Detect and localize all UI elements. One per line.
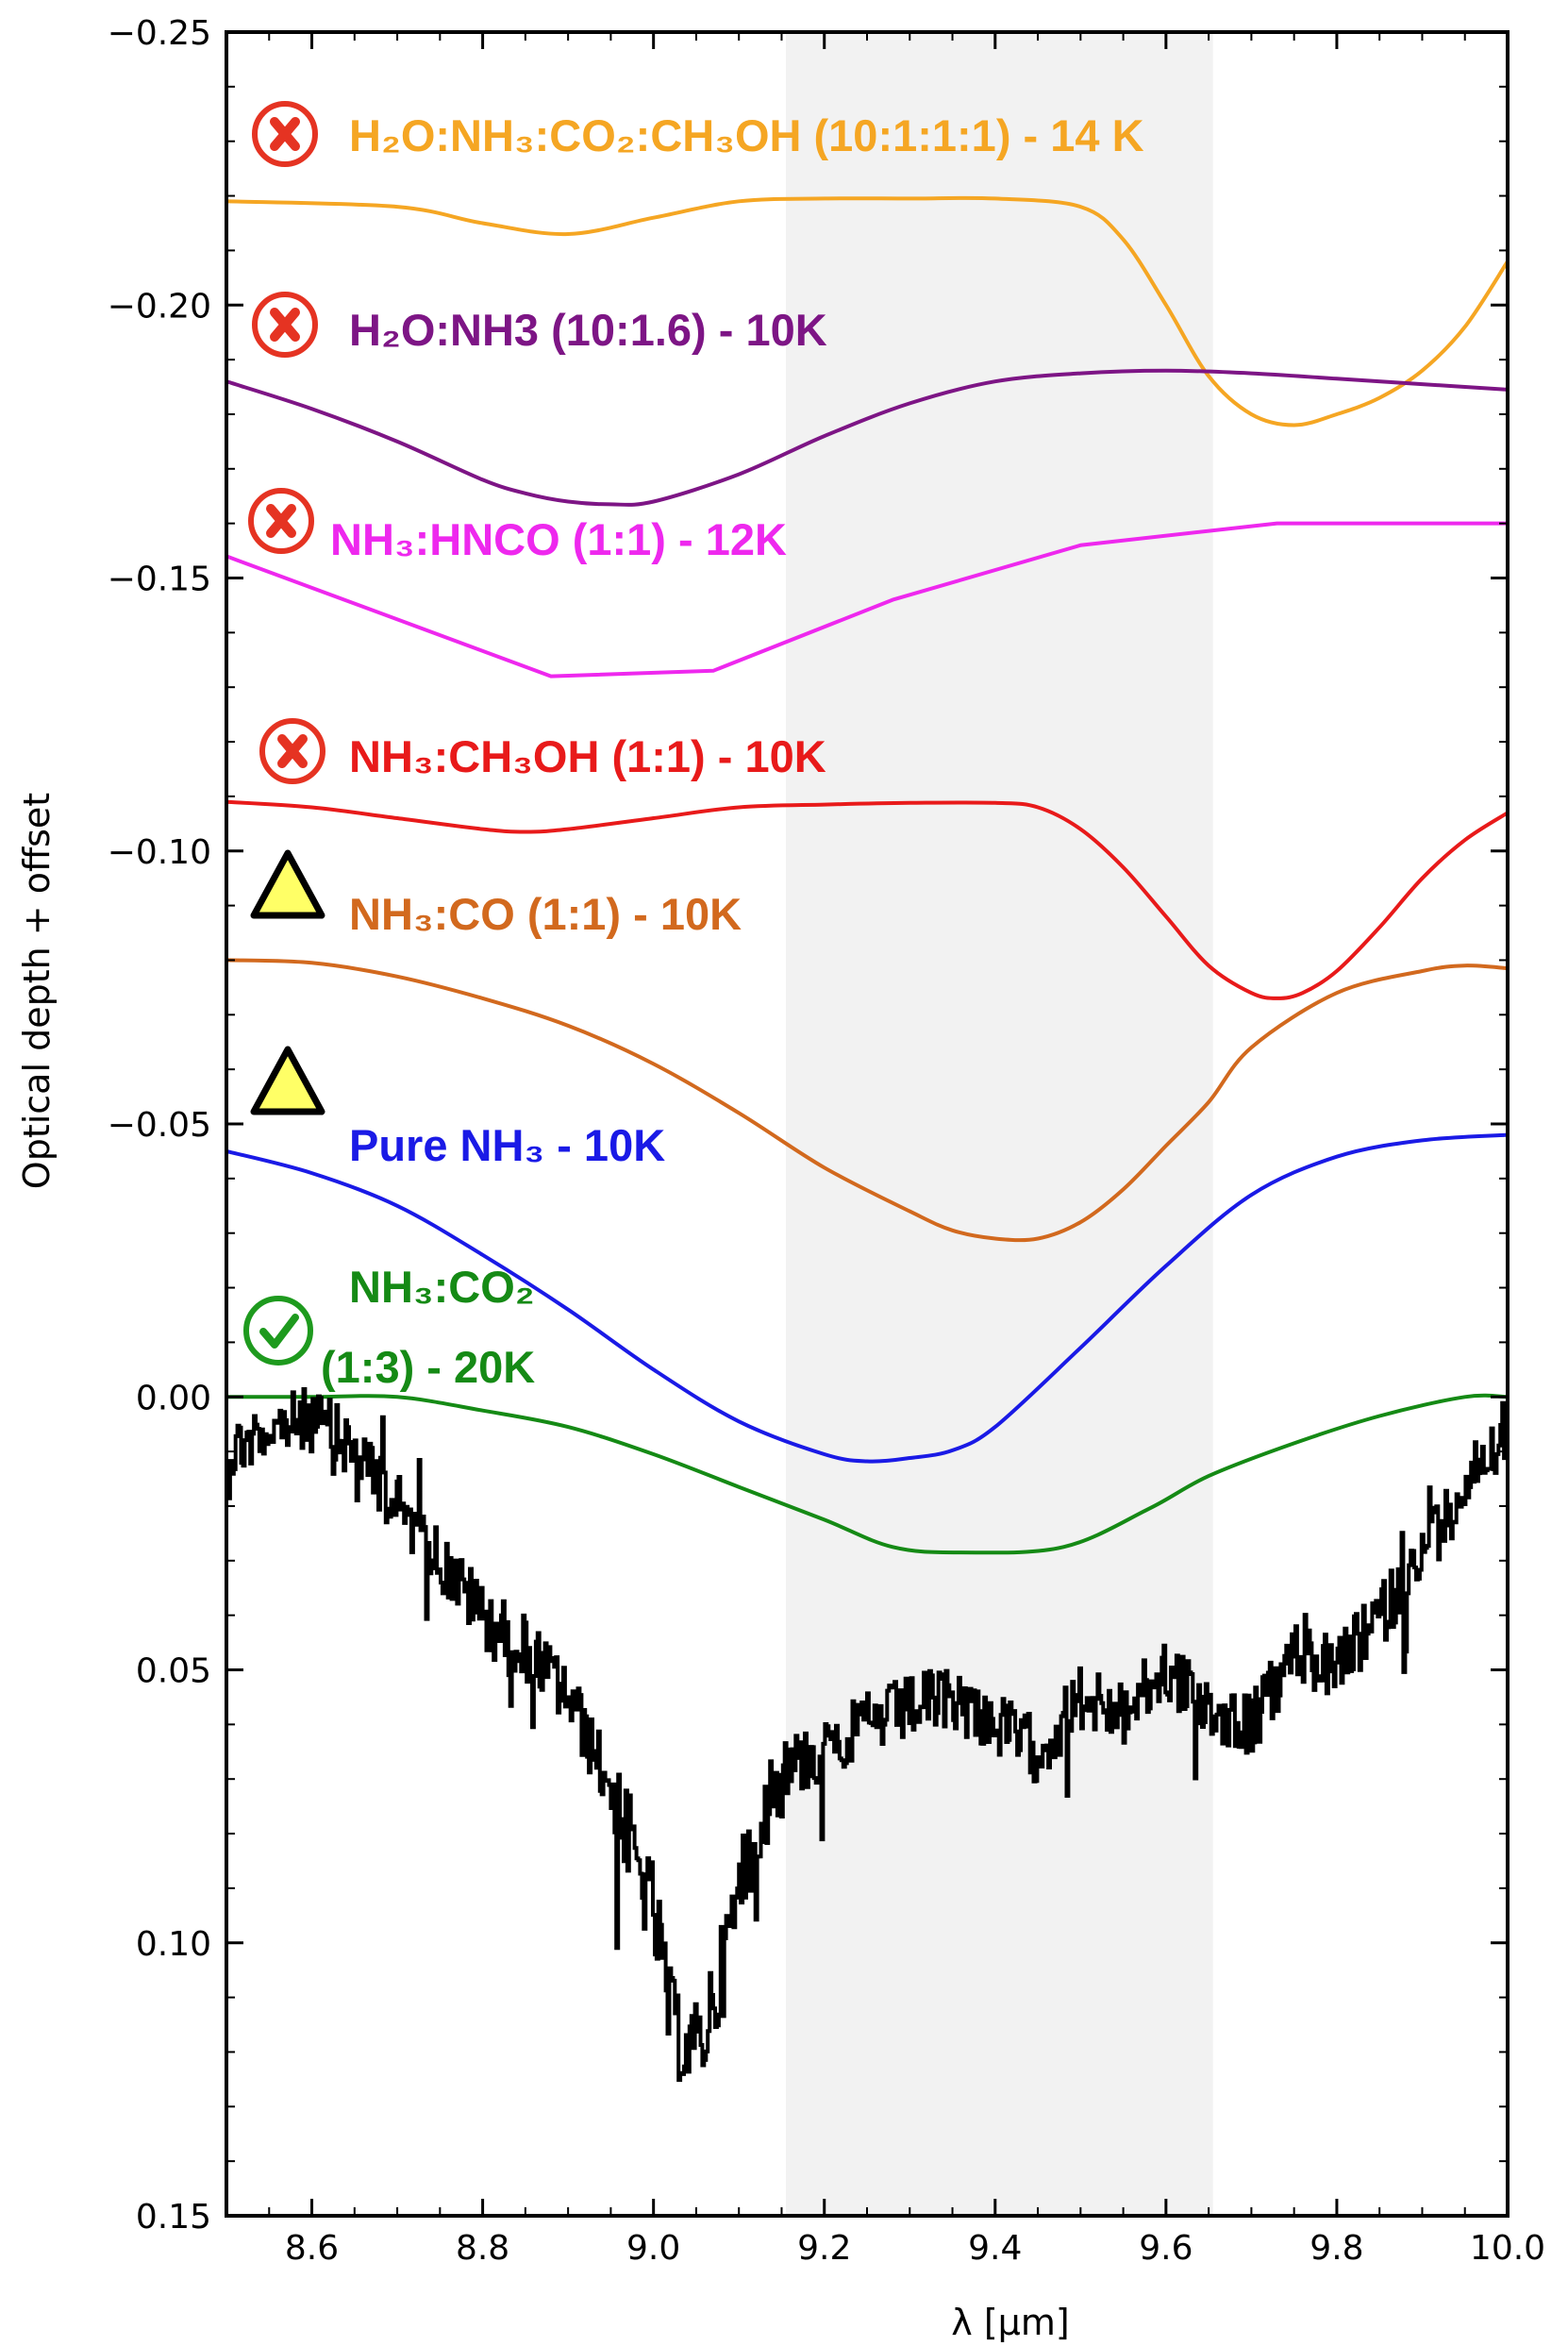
observed-spectrum-line — [226, 1387, 1508, 2083]
check-icon-ring — [243, 1296, 313, 1366]
series-line-4 — [226, 958, 1508, 1243]
y-tick-label: 0.15 — [136, 2198, 211, 2237]
x-tick-label: 9.8 — [1309, 2229, 1363, 2268]
y-tick-label: −0.25 — [108, 14, 211, 53]
y-tick-label: 0.05 — [136, 1652, 211, 1691]
y-tick-label: −0.05 — [108, 1106, 211, 1145]
series-label-5: Pure NH₃ - 10K — [349, 1120, 665, 1170]
cross-icon — [252, 101, 318, 167]
series-line-2 — [226, 521, 1508, 679]
y-tick-label: 0.00 — [136, 1379, 211, 1417]
x-tick-label: 10.0 — [1470, 2229, 1545, 2268]
cross-icon — [248, 488, 314, 554]
series-label-1: H₂O:NH3 (10:1.6) - 10K — [349, 305, 827, 355]
series-label-4: NH₃:CO (1:1) - 10K — [349, 889, 742, 939]
y-tick-label: −0.15 — [108, 561, 211, 599]
series-line-6 — [226, 1393, 1508, 1555]
cross-icon-x — [266, 504, 296, 538]
x-tick-label: 8.8 — [456, 2229, 509, 2268]
y-tick-label: 0.10 — [136, 1925, 211, 1964]
series-line-0 — [226, 195, 1508, 427]
series-label-0: H₂O:NH₃:CO₂:CH₃OH (10:1:1:1) - 14 K — [349, 110, 1144, 160]
cross-icon-x — [270, 308, 300, 342]
series-labels: H₂O:NH₃:CO₂:CH₃OH (10:1:1:1) - 14 K H₂O:N… — [243, 101, 1144, 1392]
series-label-3: NH₃:CH₃OH (1:1) - 10K — [349, 731, 826, 781]
cross-icon — [259, 718, 325, 784]
x-tick-label: 9.6 — [1139, 2229, 1193, 2268]
cross-icon — [252, 292, 318, 358]
y-axis-title: Optical depth + offset — [16, 793, 58, 1189]
x-tick-label: 9.2 — [797, 2229, 851, 2268]
check-icon-mark — [259, 1314, 299, 1349]
series-line-3 — [226, 799, 1508, 1000]
series-line-5 — [226, 1132, 1508, 1464]
check-icon — [243, 1296, 313, 1366]
x-tick-label: 8.6 — [285, 2229, 339, 2268]
series-line-1 — [226, 368, 1508, 507]
warning-triangle-icon — [250, 1046, 325, 1115]
cross-icon-x — [277, 734, 308, 768]
x-tick-label: 9.0 — [626, 2229, 680, 2268]
x-axis-title: λ [μm] — [951, 2302, 1069, 2343]
y-tick-label: −0.20 — [108, 287, 211, 326]
shaded-region — [785, 32, 1213, 2216]
plot-area — [226, 32, 1508, 2216]
series-label-6: NH₃:CO₂ — [349, 1262, 535, 1312]
x-tick-label: 9.4 — [968, 2229, 1022, 2268]
cross-icon-x — [270, 117, 300, 151]
y-tick-label: −0.10 — [108, 833, 211, 872]
warning-triangle-icon — [250, 849, 325, 919]
series-label-6: (1:3) - 20K — [321, 1342, 535, 1392]
series-lines — [226, 195, 1508, 2083]
series-label-2: NH₃:HNCO (1:1) - 12K — [330, 514, 787, 564]
axes: 8.6 8.8 9.0 9.2 9.4 9.6 9.8 10.0 −0.25 −0.20 −0.15… — [108, 14, 1545, 2268]
